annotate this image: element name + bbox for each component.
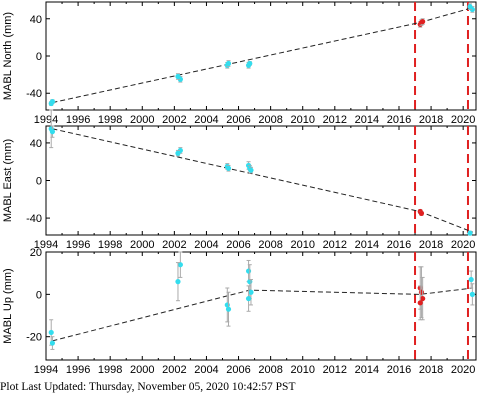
chart-panel-2: 1994 1996 1998 2000 2002 2004 2006 2008 2010 2012… <box>2 109 477 251</box>
x-tick-label: 1998 <box>98 239 122 251</box>
x-tick-label: 2006 <box>226 239 250 251</box>
data-point <box>248 167 254 173</box>
data-point <box>418 289 425 295</box>
data-point <box>417 300 423 306</box>
x-tick-label: 2002 <box>162 114 186 126</box>
data-point <box>467 230 473 236</box>
x-tick-label: 2002 <box>162 364 186 376</box>
trend-line <box>52 128 473 233</box>
data-point <box>49 340 56 346</box>
x-tick-label: 2000 <box>130 364 154 376</box>
x-tick-label: 2006 <box>226 114 250 126</box>
chart-stack: 1994 1996 1998 2000 2002 2004 2006 2008 2010 2012… <box>2 1 477 376</box>
x-tick-label: 2016 <box>387 239 411 251</box>
x-tick-label: 2020 <box>451 364 475 376</box>
x-tick-label: 2000 <box>130 239 154 251</box>
x-tick-label: 2014 <box>355 364 379 376</box>
x-tick-label: 1994 <box>34 239 58 251</box>
data-point <box>468 276 474 283</box>
data-point <box>49 129 56 135</box>
y-tick-label: 0 <box>36 289 42 301</box>
data-point <box>245 268 252 274</box>
x-tick-label: 2008 <box>258 364 282 376</box>
footer-timestamp: Thursday, November 05, 2020 10:42:57 PST <box>88 381 296 393</box>
x-tick-label: 1996 <box>66 239 90 251</box>
data-point <box>175 279 181 285</box>
data-point <box>469 291 475 297</box>
data-point <box>248 289 254 295</box>
x-tick-label: 2010 <box>290 239 314 251</box>
x-tick-label: 2012 <box>323 114 347 126</box>
data-point <box>225 165 232 171</box>
y-axis-label: MABL North (mm) <box>2 12 14 100</box>
y-axis-label: MABL Up (mm) <box>2 268 14 343</box>
data-point <box>467 4 473 10</box>
data-point <box>177 262 183 268</box>
x-tick-label: 1998 <box>98 114 122 126</box>
x-tick-label: 2004 <box>194 364 218 376</box>
data-point <box>175 150 181 156</box>
y-tick-label: 0 <box>36 51 42 63</box>
data-point <box>175 73 181 80</box>
x-tick-label: 2016 <box>387 114 411 126</box>
x-tick-label: 2008 <box>258 114 282 126</box>
data-point <box>420 295 426 302</box>
trend-line <box>52 7 473 104</box>
x-tick-label: 1996 <box>66 114 90 126</box>
y-tick-label: 20 <box>30 247 42 259</box>
x-tick-label: 2002 <box>162 239 186 251</box>
x-tick-label: 2014 <box>355 114 379 126</box>
x-tick-label: 2004 <box>194 239 218 251</box>
x-tick-label: 2020 <box>451 239 475 251</box>
data-point <box>245 295 252 302</box>
x-tick-label: 2018 <box>419 239 443 251</box>
x-tick-label: 2012 <box>323 239 347 251</box>
x-tick-label: 1996 <box>66 364 90 376</box>
y-tick-label: 0 <box>36 176 42 188</box>
data-point <box>420 18 426 25</box>
y-tick-label: -40 <box>26 213 42 225</box>
trend-line <box>52 287 473 342</box>
data-point <box>225 306 232 312</box>
x-tick-label: 1994 <box>34 364 58 376</box>
x-tick-label: 2012 <box>323 364 347 376</box>
x-tick-label: 1994 <box>34 114 58 126</box>
data-point <box>49 99 56 105</box>
x-tick-label: 2016 <box>387 364 411 376</box>
chart-panel-3: 1994 1996 1998 2000 2002 2004 2006 2008 2010 2012… <box>2 247 477 376</box>
x-tick-label: 2020 <box>451 114 475 126</box>
x-tick-label: 2004 <box>194 114 218 126</box>
x-tick-label: 2008 <box>258 239 282 251</box>
y-tick-label: 40 <box>30 138 42 150</box>
x-tick-label: 2018 <box>419 114 443 126</box>
x-tick-label: 2010 <box>290 364 314 376</box>
x-tick-label: 2006 <box>226 364 250 376</box>
data-point <box>48 329 54 336</box>
chart-panel-1: 1994 1996 1998 2000 2002 2004 2006 2008 2010 2012… <box>2 1 477 126</box>
x-tick-label: 2014 <box>355 239 379 251</box>
y-tick-label: -40 <box>26 88 42 100</box>
y-tick-label: -20 <box>26 332 42 344</box>
x-tick-label: 1998 <box>98 364 122 376</box>
y-tick-label: 40 <box>30 14 42 26</box>
footer-label: Plot Last Updated: <box>0 381 87 393</box>
data-point <box>225 60 232 67</box>
data-point <box>247 60 253 67</box>
y-axis-label: MABL East (mm) <box>2 139 14 222</box>
plot-frame <box>45 251 477 361</box>
x-tick-label: 2018 <box>419 364 443 376</box>
plot-updated-footer: Plot Last Updated: Thursday, November 05… <box>0 381 481 393</box>
x-tick-label: 2010 <box>290 114 314 126</box>
data-point <box>418 210 425 216</box>
x-tick-label: 2000 <box>130 114 154 126</box>
plot-frame <box>45 1 477 111</box>
